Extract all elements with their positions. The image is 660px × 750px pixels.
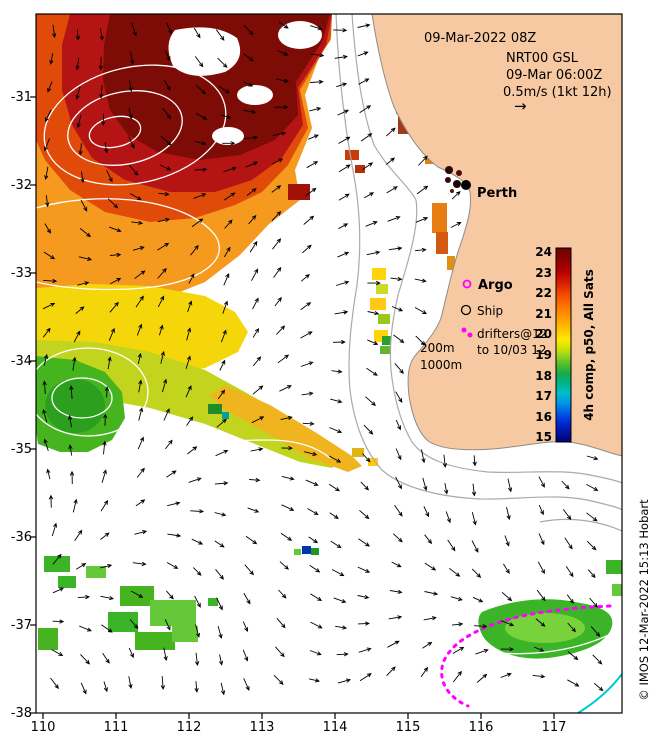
x-axis-ticks [42,713,555,719]
y-tick-label: -35 [11,442,32,457]
argo-label: Argo [478,278,513,293]
isobath-200m-label: 200m [420,341,455,355]
argo-marker [462,279,472,289]
colorbar-tick: 21 [535,307,552,321]
current-vectors [42,21,604,696]
x-tick-label: 116 [469,720,494,735]
colorbar-tick: 23 [535,266,552,280]
plot-frame [35,13,623,714]
colorbar-tick: 22 [535,286,552,300]
drifter-track [440,604,612,708]
colorbar-tick: 15 [535,430,552,444]
scale-arrow-icon: → [514,97,527,115]
isobath-1000m-line [335,14,622,511]
y-axis-tick-labels: -31 -32 -33 -34 -35 -36 -37 -38 [11,90,32,721]
isobath-1000m-label: 1000m [420,358,462,372]
y-tick-label: -31 [11,90,32,105]
y-tick-label: -32 [11,178,32,193]
isobath-extra-line [539,518,622,532]
cyan-track-line [577,673,622,713]
vector-scale-label: 0.5m/s (1kt 12h) [503,85,612,100]
credit-text: © IMOS 12-Mar-2022 15:13 Hobart [637,499,651,701]
model-time-label: 09-Mar 06:00Z [506,68,602,83]
x-axis-tick-labels: 110 111 112 113 114 115 116 117 [31,720,567,735]
colorbar-tick: 16 [535,410,552,424]
y-tick-label: -38 [11,706,32,721]
obs-time-label: 09-Mar-2022 08Z [424,31,536,46]
ship-marker [460,304,472,316]
colorbar-tick-labels: 24 23 22 21 20 19 18 17 16 15 [535,245,552,444]
isobath-200m-line [351,14,622,484]
colorbar-tick: 17 [535,389,552,403]
colorbar [555,247,572,443]
drifters-label-line1: drifters@12 [477,327,547,341]
y-tick-label: -36 [11,530,32,545]
x-tick-label: 112 [177,720,202,735]
x-tick-label: 113 [250,720,275,735]
colorbar-title: 4h comp, p50, All Sats [582,269,596,421]
y-axis-ticks [30,96,36,714]
drifter-legend-marker [461,327,473,338]
x-tick-label: 117 [542,720,567,735]
colorbar-tick: 20 [535,327,552,341]
sst-raster [36,14,622,659]
x-tick-label: 114 [323,720,348,735]
x-tick-label: 115 [396,720,421,735]
model-name-label: NRT00 GSL [506,51,579,66]
sla-contours [36,64,616,655]
y-tick-label: -34 [11,354,32,369]
colorbar-tick: 19 [535,348,552,362]
colorbar-tick: 24 [535,245,552,259]
ship-label: Ship [477,304,503,318]
ship-obs-dots [445,166,471,193]
colorbar-tick: 18 [535,369,552,383]
x-tick-label: 111 [104,720,129,735]
x-tick-label: 110 [31,720,56,735]
perth-label: Perth [477,186,517,201]
y-tick-label: -33 [11,266,32,281]
y-tick-label: -37 [11,618,32,633]
drifters-label-line2: to 10/03 12 [477,343,547,357]
